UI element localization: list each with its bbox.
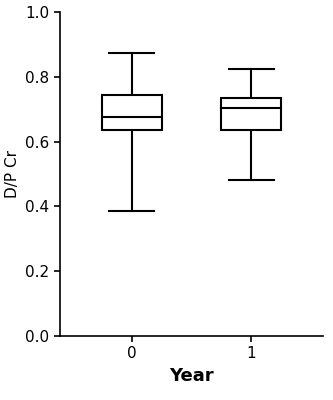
Bar [102,95,162,130]
Y-axis label: D/P Cr: D/P Cr [5,150,20,198]
X-axis label: Year: Year [169,367,214,385]
Bar [221,98,281,130]
